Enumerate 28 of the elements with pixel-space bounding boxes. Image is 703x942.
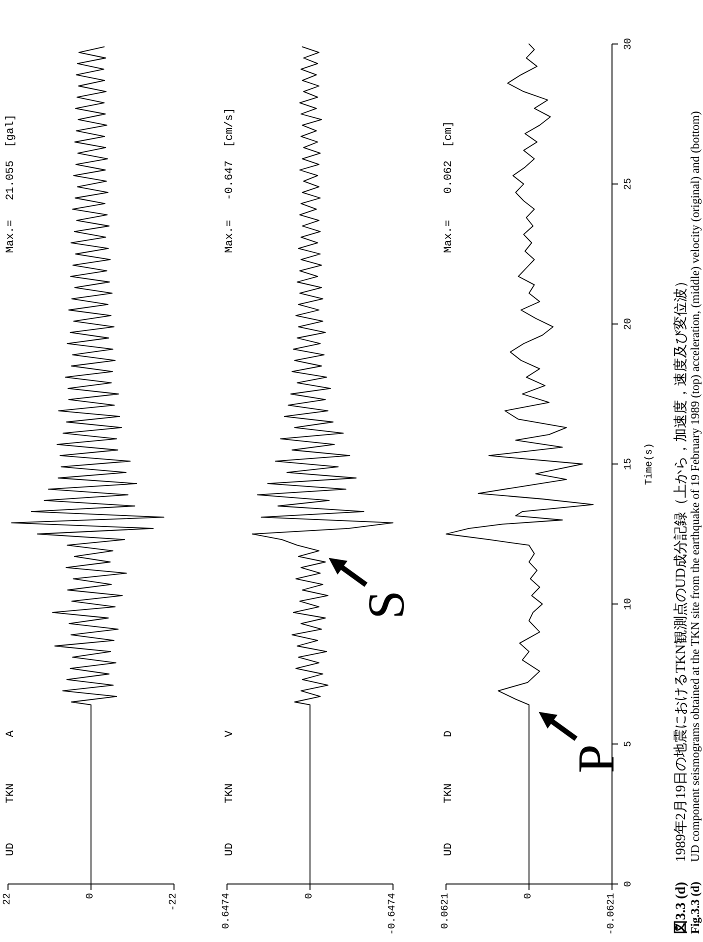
y-tick-label: 20 bbox=[624, 318, 634, 330]
y-tick-label: 30 bbox=[624, 38, 634, 50]
annotation: S bbox=[358, 590, 416, 620]
x-tick-label: -22 bbox=[168, 893, 180, 912]
x-tick-label: 0 bbox=[86, 893, 96, 900]
x-tick-label: 0.6474 bbox=[222, 893, 232, 930]
text: Max.= -0.647 [cm/s] bbox=[224, 108, 236, 253]
y-axis-title: Time(s) bbox=[644, 442, 656, 486]
text: Max.= 0.062 [cm] bbox=[443, 120, 455, 253]
caption: Fig.3.3 (d) bbox=[688, 882, 702, 934]
x-tick-label: -0.6474 bbox=[388, 893, 398, 936]
y-tick-label: 15 bbox=[624, 458, 634, 470]
x-tick-label: 0 bbox=[524, 893, 534, 900]
text: 1989年2月19日の地震におけるTKN観測点のUD成分記録（上から，加速度，速度及び変位波） bbox=[673, 274, 689, 862]
text: Max.= 21.055 [gal] bbox=[5, 114, 17, 253]
y-tick-label: 10 bbox=[624, 598, 634, 610]
y-tick-label: 5 bbox=[624, 740, 634, 748]
x-tick-label: 0 bbox=[304, 893, 316, 900]
y-tick-label: 0 bbox=[624, 880, 634, 888]
text: UD TKN A bbox=[5, 730, 17, 856]
text: UD TKN V bbox=[224, 730, 236, 856]
x-tick-label: -0.0621 bbox=[606, 893, 618, 936]
text: UD TKN D bbox=[443, 730, 455, 856]
text: UD component seismograms obtained at the TKN site from the earthquake of 19 February 1989 (top) acceleration, (middle) velocity (original) and (bottom) bbox=[688, 111, 702, 862]
x-tick-label: 22 bbox=[2, 893, 14, 906]
y-tick-label: 25 bbox=[624, 178, 634, 190]
caption: 図3.3 (d) bbox=[673, 882, 689, 934]
x-tick-label: 0.0621 bbox=[440, 893, 452, 930]
